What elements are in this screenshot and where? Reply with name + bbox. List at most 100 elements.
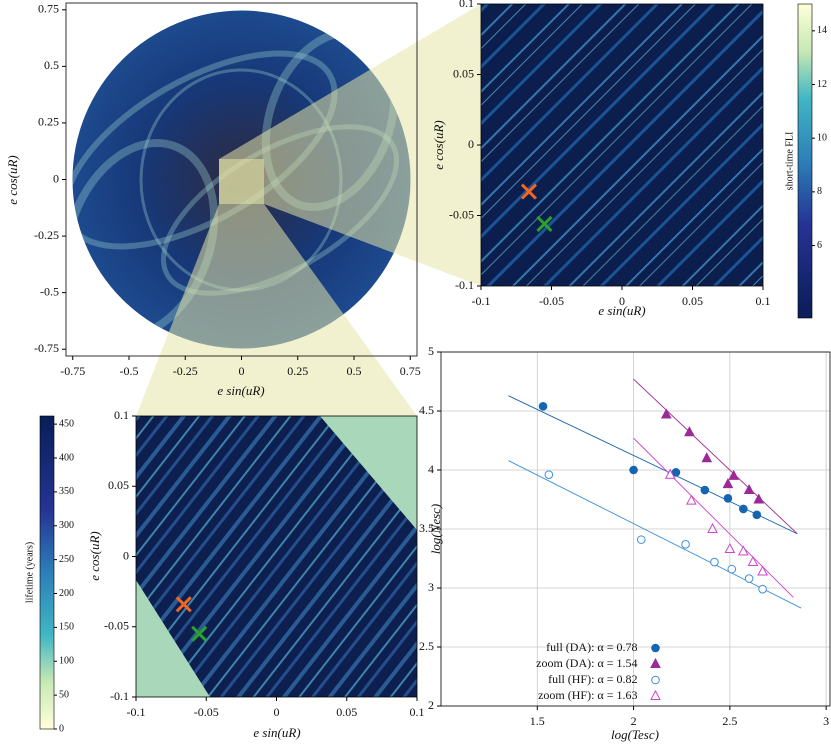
x-tick-label: 0.5 bbox=[347, 364, 362, 378]
data-point bbox=[636, 535, 646, 544]
data-point bbox=[724, 542, 736, 554]
x-tick-label: 3 bbox=[823, 714, 829, 728]
data-point bbox=[744, 574, 754, 583]
y-tick-label: 5 bbox=[428, 344, 434, 358]
x-tick-label: 0 bbox=[274, 705, 280, 719]
y-tick-label: 2 bbox=[428, 698, 434, 712]
colorbar-tick-label: 300 bbox=[59, 520, 74, 531]
data-point bbox=[681, 540, 690, 549]
y-tick-label: 0.1 bbox=[459, 0, 474, 10]
x-tick-label: -0.1 bbox=[472, 294, 491, 308]
lifetime-band bbox=[136, 580, 210, 697]
y-tick-label: 0 bbox=[123, 548, 129, 562]
colorbar-tick-label: 250 bbox=[59, 554, 74, 565]
x-tick-label: -0.1 bbox=[127, 705, 146, 719]
data-point bbox=[723, 494, 733, 503]
y-tick-label: 3 bbox=[428, 580, 434, 594]
fit-line bbox=[508, 395, 798, 535]
x-tick-label: 0.25 bbox=[287, 364, 308, 378]
data-point bbox=[757, 565, 768, 576]
fit-line bbox=[633, 378, 798, 535]
colorbar-tick-label: 10 bbox=[817, 132, 827, 143]
y-tick-label: -0.5 bbox=[40, 284, 59, 298]
y-tick-label: 3.5 bbox=[419, 521, 434, 535]
colorbar-tick-label: 0 bbox=[59, 723, 64, 734]
legend-label: zoom (DA): α = 1.54 bbox=[536, 656, 637, 670]
x-tick-label: -0.05 bbox=[194, 705, 219, 719]
data-point bbox=[629, 465, 638, 475]
colorbar bbox=[39, 415, 55, 730]
y-axis-label: e cos(uR) bbox=[87, 531, 102, 580]
legend-label: full (HF): α = 0.82 bbox=[548, 672, 637, 686]
data-point bbox=[664, 468, 676, 479]
x-tick-label: -0.75 bbox=[60, 364, 85, 378]
data-point bbox=[701, 452, 713, 463]
y-tick-label: 0 bbox=[53, 171, 59, 185]
x-tick-label: 2.5 bbox=[722, 714, 737, 728]
data-point bbox=[743, 483, 755, 495]
fit-line bbox=[508, 460, 802, 609]
colorbar-tick-label: 6 bbox=[817, 240, 822, 251]
colorbar-tick-label: 400 bbox=[59, 452, 74, 463]
y-tick-label: 0.1 bbox=[114, 408, 129, 422]
cross-stroke bbox=[175, 596, 192, 613]
data-point bbox=[660, 408, 672, 419]
data-point bbox=[544, 470, 554, 480]
y-tick-label: 0.75 bbox=[38, 2, 59, 16]
cross-stroke bbox=[520, 183, 538, 200]
x-axis-label: log(Tesc) bbox=[611, 727, 659, 742]
colorbar-tick-label: 200 bbox=[59, 588, 74, 599]
data-point bbox=[671, 468, 681, 477]
legend-label: full (DA): α = 0.78 bbox=[546, 640, 637, 654]
data-point bbox=[710, 557, 719, 567]
colorbar bbox=[797, 3, 813, 319]
y-tick-label: -0.25 bbox=[34, 228, 59, 242]
x-tick-label: 0.1 bbox=[410, 705, 425, 719]
colorbar-tick-label: 50 bbox=[59, 689, 69, 700]
data-point bbox=[538, 401, 548, 411]
data-point bbox=[747, 555, 759, 567]
legend-marker bbox=[650, 657, 661, 668]
axes-frame bbox=[440, 351, 831, 707]
colorbar-tick-label: 12 bbox=[817, 79, 827, 90]
cross-stroke bbox=[191, 625, 208, 642]
legend-marker bbox=[651, 675, 660, 685]
data-point bbox=[728, 469, 740, 480]
data-point bbox=[684, 426, 695, 437]
lifetime-band bbox=[320, 416, 417, 530]
legend-label: zoom (HF): α = 1.63 bbox=[538, 688, 637, 702]
fit-line bbox=[633, 437, 794, 598]
y-tick-label: -0.75 bbox=[34, 341, 59, 355]
cross-marker bbox=[536, 215, 553, 233]
colorbar-tick-label: 14 bbox=[817, 25, 827, 36]
x-tick-label: 0.1 bbox=[756, 294, 771, 308]
y-tick-label: -0.1 bbox=[455, 278, 474, 292]
axes-frame bbox=[480, 3, 764, 287]
data-point bbox=[753, 493, 765, 504]
data-point bbox=[727, 564, 737, 574]
data-point bbox=[739, 504, 748, 514]
data-point bbox=[738, 545, 749, 556]
axes-frame bbox=[135, 415, 418, 698]
data-point bbox=[758, 584, 767, 594]
zoom-wedges bbox=[136, 4, 481, 416]
colorbar-tick-label: 450 bbox=[59, 418, 74, 429]
axes-frame bbox=[65, 2, 418, 357]
data-point bbox=[722, 478, 734, 489]
x-tick-label: 0 bbox=[239, 364, 245, 378]
y-tick-label: 4.5 bbox=[419, 403, 434, 417]
cross-marker bbox=[520, 183, 538, 200]
x-tick-label: 0.05 bbox=[682, 294, 703, 308]
data-point bbox=[752, 510, 762, 520]
legend-marker bbox=[651, 643, 660, 653]
y-tick-label: 0 bbox=[468, 137, 474, 151]
y-axis-label: log(Nesc) bbox=[428, 504, 443, 555]
colorbar-tick-label: 8 bbox=[817, 186, 822, 197]
x-axis-label: e sin(uR) bbox=[598, 303, 645, 318]
cross-stroke bbox=[536, 215, 553, 233]
x-tick-label: 0 bbox=[619, 294, 625, 308]
colorbar-label: short-time FLI bbox=[784, 132, 795, 191]
y-tick-label: -0.05 bbox=[449, 207, 474, 221]
